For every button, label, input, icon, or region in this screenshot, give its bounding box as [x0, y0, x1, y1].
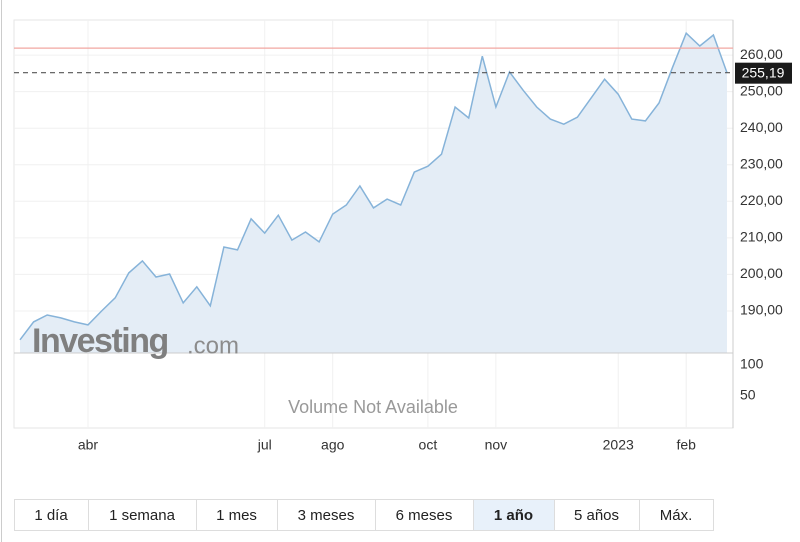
volume-note: Volume Not Available: [288, 397, 458, 417]
button-label[interactable]: 3 meses: [298, 507, 355, 524]
y-tick-label: 200,00: [740, 265, 783, 281]
line: [19, 31, 728, 341]
range-button[interactable]: 1 semana: [88, 499, 197, 531]
button-box: [554, 499, 640, 531]
watermark: Investing: [32, 322, 168, 360]
range-buttons: 1 día 1 semana 1 mes 3 meses 6 meses 1 año 5 a…: [14, 499, 714, 531]
y-tick-label: 260,00: [740, 46, 783, 62]
x-tick-label: jul: [257, 437, 272, 453]
x-tick-label: nov: [485, 437, 508, 453]
volume-tick-label: 50: [740, 387, 756, 403]
range-button[interactable]: 3 meses: [277, 499, 376, 531]
x-tick-label: ago: [321, 437, 345, 453]
current-price-box: [735, 62, 792, 84]
button-box: [14, 499, 89, 531]
plot: [13, 19, 734, 429]
range-button[interactable]: 6 meses: [375, 499, 474, 531]
watermark: .com: [187, 332, 239, 359]
button-box: [639, 499, 714, 531]
x-tick-label: feb: [676, 437, 696, 453]
button-label[interactable]: 6 meses: [396, 507, 453, 524]
y-tick-label: 190,00: [740, 302, 783, 318]
button-box: [196, 499, 278, 531]
current-price-label: 255,19: [742, 64, 785, 80]
y-tick-label: 250,00: [740, 82, 783, 98]
y-tick-label: 210,00: [740, 229, 783, 245]
button-box: [88, 499, 197, 531]
y-tick-label: 240,00: [740, 119, 783, 135]
range-button[interactable]: 1 año: [473, 499, 555, 531]
button-label[interactable]: 1 año: [494, 507, 533, 524]
button-label[interactable]: 1 mes: [216, 507, 257, 524]
button-label[interactable]: 5 años: [574, 507, 619, 524]
button-box: [277, 499, 376, 531]
range-button[interactable]: Máx.: [639, 499, 714, 531]
range-button[interactable]: 1 mes: [196, 499, 278, 531]
y-tick-label: 220,00: [740, 192, 783, 208]
button-label[interactable]: 1 semana: [109, 507, 176, 524]
button-label[interactable]: Máx.: [660, 507, 693, 524]
y-tick-label: 230,00: [740, 155, 783, 171]
range-button[interactable]: 5 años: [554, 499, 640, 531]
area: [20, 33, 727, 353]
x-tick-label: oct: [419, 437, 438, 453]
button-label[interactable]: 1 día: [34, 507, 68, 524]
volume-tick-label: 100: [740, 356, 764, 372]
button-box: [375, 499, 474, 531]
x-tick-label: abr: [78, 437, 99, 453]
x-tick-label: 2023: [603, 437, 634, 453]
range-button[interactable]: 1 día: [14, 499, 89, 531]
